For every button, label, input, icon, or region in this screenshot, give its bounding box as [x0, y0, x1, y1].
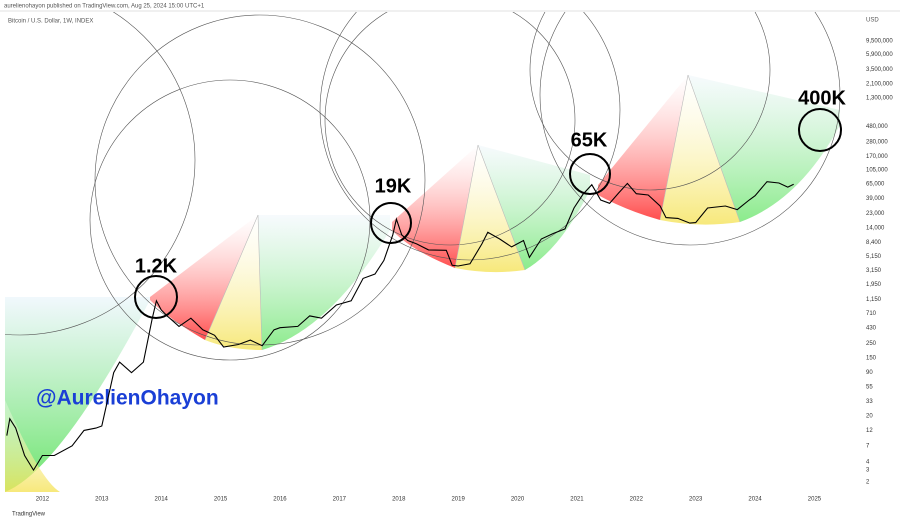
y-tick-label: 5,150 — [866, 254, 882, 260]
y-tick-label: 3,150 — [866, 268, 882, 274]
x-tick-label: 2024 — [748, 497, 762, 503]
y-tick-label: 430 — [866, 325, 877, 331]
y-axis-label: USD — [866, 18, 879, 24]
x-tick-label: 2014 — [155, 497, 169, 503]
x-tick-label: 2016 — [273, 497, 287, 503]
y-tick-label: 9,500,000 — [866, 38, 893, 44]
y-tick-label: 280,000 — [866, 140, 888, 146]
y-tick-label: 2,100,000 — [866, 82, 893, 88]
annotation: 19K — [375, 175, 412, 197]
y-tick-label: 1,950 — [866, 282, 882, 288]
x-tick-label: 2012 — [36, 497, 50, 503]
symbol: Bitcoin / U.S. Dollar, 1W, INDEX — [8, 19, 93, 25]
x-tick-label: 2019 — [451, 497, 465, 503]
y-tick-label: 5,900,000 — [866, 52, 893, 58]
y-tick-label: 3,500,000 — [866, 67, 893, 73]
price-line — [6, 181, 794, 472]
decor — [5, 12, 842, 492]
y-tick-label: 480,000 — [866, 124, 888, 130]
y-tick-label: 710 — [866, 311, 877, 317]
x-tick-label: 2015 — [214, 497, 228, 503]
annotation: 400K — [798, 87, 846, 109]
y-tick-label: 20 — [866, 413, 873, 419]
y-tick-label: 65,000 — [866, 181, 885, 187]
publisher: aurelienohayon published on TradingView.… — [4, 4, 205, 10]
y-tick-label: 23,000 — [866, 211, 885, 217]
y-tick-label: 39,000 — [866, 196, 885, 202]
y-tick-label: 33 — [866, 399, 873, 405]
y-tick-label: 1,150 — [866, 297, 882, 303]
x-tick-label: 2017 — [333, 497, 347, 503]
x-tick-label: 2025 — [808, 497, 822, 503]
y-tick-label: 2 — [866, 479, 870, 485]
annotation: 65K — [571, 129, 608, 151]
y-tick-label: 14,000 — [866, 225, 885, 231]
y-tick-label: 3 — [866, 468, 870, 474]
y-tick-label: 12 — [866, 428, 873, 434]
x-tick-label: 2018 — [392, 497, 406, 503]
y-tick-label: 4 — [866, 459, 870, 465]
y-tick-label: 170,000 — [866, 154, 888, 160]
annotation: 1.2K — [135, 255, 178, 277]
x-tick-label: 2022 — [630, 497, 644, 503]
y-tick-label: 90 — [866, 370, 873, 376]
x-tick-label: 2023 — [689, 497, 703, 503]
y-tick-label: 7 — [866, 443, 870, 449]
y-tick-label: 1,300,000 — [866, 95, 893, 101]
x-tick-label: 2021 — [570, 497, 584, 503]
y-tick-label: 55 — [866, 384, 873, 390]
y-tick-label: 8,400 — [866, 240, 882, 246]
y-tick-label: 150 — [866, 356, 877, 362]
x-tick-label: 2020 — [511, 497, 525, 503]
watermark: @AurelienOhayon — [36, 387, 219, 410]
y-tick-label: 250 — [866, 341, 877, 347]
x-tick-label: 2013 — [95, 497, 109, 503]
y-tick-label: 105,000 — [866, 168, 888, 174]
brand: TradingView — [12, 512, 46, 518]
